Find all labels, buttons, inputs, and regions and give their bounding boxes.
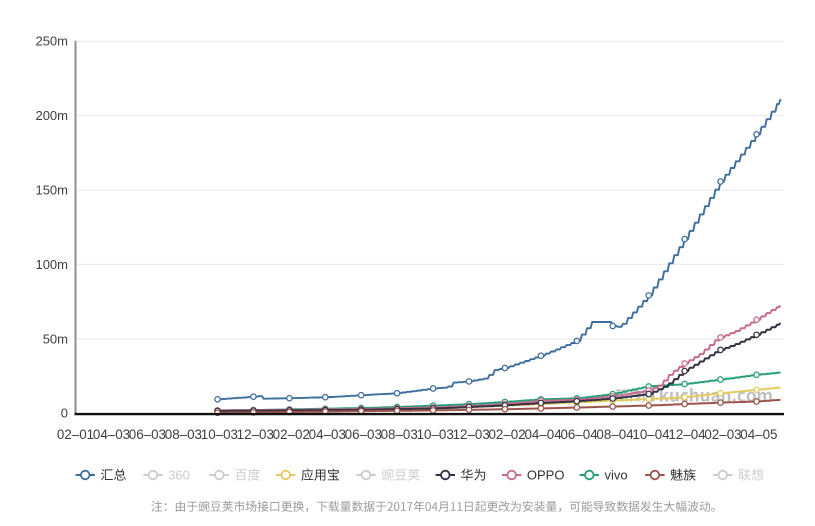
svg-text:04–03: 04–03 xyxy=(93,427,130,442)
svg-text:150m: 150m xyxy=(35,183,68,198)
svg-text:360: 360 xyxy=(168,468,190,483)
svg-text:08–03: 08–03 xyxy=(381,427,418,442)
svg-text:10–03: 10–03 xyxy=(417,427,454,442)
svg-text:02–03: 02–03 xyxy=(704,427,741,442)
svg-text:02–02: 02–02 xyxy=(273,427,310,442)
svg-text:08–04: 08–04 xyxy=(596,427,634,442)
svg-text:02–01: 02–01 xyxy=(57,427,94,442)
svg-text:vivo: vivo xyxy=(605,468,628,483)
svg-text:100m: 100m xyxy=(35,257,68,272)
svg-text:08–03: 08–03 xyxy=(165,427,202,442)
svg-text:10–04: 10–04 xyxy=(632,427,670,442)
svg-text:06–03: 06–03 xyxy=(129,427,166,442)
svg-text:12–04: 12–04 xyxy=(668,427,706,442)
svg-text:04–04: 04–04 xyxy=(524,427,562,442)
svg-text:250m: 250m xyxy=(35,34,68,49)
svg-text:04–03: 04–03 xyxy=(309,427,346,442)
svg-text:12–03: 12–03 xyxy=(237,427,274,442)
svg-text:200m: 200m xyxy=(35,108,68,123)
svg-text:50m: 50m xyxy=(43,331,68,346)
svg-text:0: 0 xyxy=(61,406,68,421)
svg-text:OPPO: OPPO xyxy=(527,468,565,483)
svg-text:02–02: 02–02 xyxy=(488,427,525,442)
svg-text:06–03: 06–03 xyxy=(345,427,382,442)
svg-text:12–03: 12–03 xyxy=(453,427,490,442)
svg-text:04–05: 04–05 xyxy=(740,427,777,442)
svg-text:06–04: 06–04 xyxy=(560,427,598,442)
svg-text:10–03: 10–03 xyxy=(201,427,238,442)
